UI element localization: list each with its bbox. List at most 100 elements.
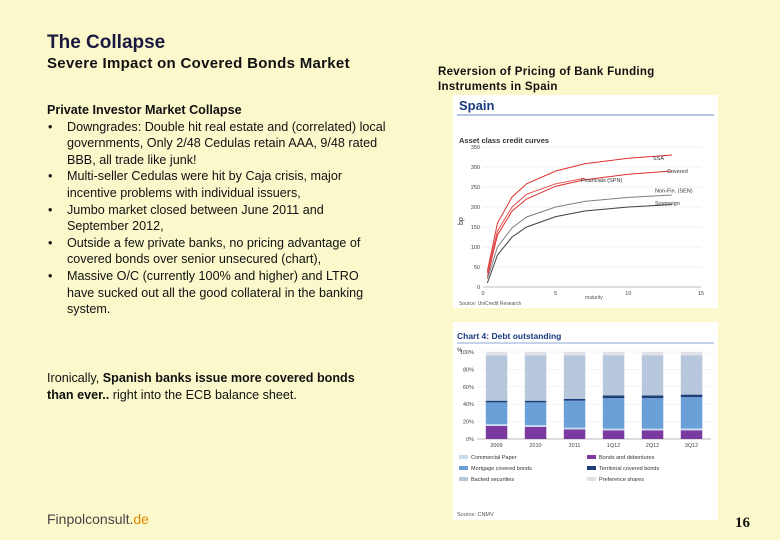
chart2-bar-segment	[563, 352, 586, 356]
debt-outstanding-chart: Chart 4: Debt outstanding % Source: CNMV…	[453, 322, 718, 520]
bullet-list: Downgrades: Double hit real estate and (…	[47, 119, 387, 318]
chart1-y-tick: 200	[471, 205, 480, 211]
chart2-bar-segment	[485, 400, 508, 403]
page-number: 16	[735, 515, 750, 531]
chart1-x-tick: 15	[698, 291, 704, 297]
chart2-x-tick: 2Q12	[646, 443, 659, 449]
chart2-bar-segment	[524, 355, 547, 401]
chart2-legend-swatch	[459, 455, 468, 459]
chart1-series-label: SSA	[653, 156, 664, 162]
chart2-x-tick: 1Q12	[607, 443, 620, 449]
chart2-bar-segment	[680, 430, 703, 439]
chart1-title: Asset class credit curves	[459, 136, 549, 145]
chart2-bar-segment	[680, 355, 703, 395]
chart1-y-tick: 0	[477, 285, 480, 291]
conclusion-text: Ironically, Spanish banks issue more cov…	[47, 370, 367, 403]
chart2-y-tick: 100%	[460, 350, 474, 356]
chart2-bar-segment	[602, 428, 625, 431]
chart1-ylabel: bp	[458, 217, 465, 225]
brand-name: Finpolconsult.	[47, 511, 134, 527]
chart2-bar-segment	[485, 355, 508, 401]
chart2-legend-swatch	[587, 477, 596, 481]
footer-brand: Finpolconsult.de	[47, 511, 149, 527]
chart2-legend-swatch	[587, 455, 596, 459]
chart2-x-tick: 2011	[569, 443, 581, 449]
chart1-y-tick: 150	[471, 225, 480, 231]
chart2-legend-label: Mortgage covered bonds	[471, 466, 532, 472]
chart2-bar-segment	[485, 426, 508, 439]
slide-subtitle: Severe Impact on Covered Bonds Market	[47, 55, 350, 72]
chart1-series-label: Covered	[667, 169, 688, 175]
chart2-bar-segment	[602, 398, 625, 429]
chart2-bar-segment	[524, 402, 547, 426]
chart2-bar-segment	[602, 430, 625, 439]
chart2-bar-segment	[641, 355, 664, 396]
bullet-item: Outside a few private banks, no pricing …	[47, 235, 387, 268]
chart2-y-tick: 0%	[466, 437, 474, 443]
chart2-bar-segment	[602, 395, 625, 399]
chart2-bar-segment	[641, 428, 664, 431]
chart2-bar-segment	[524, 352, 547, 356]
chart1-y-tick: 250	[471, 185, 480, 191]
chart2-ylabel: %	[457, 348, 463, 354]
chart1-x-tick: 5	[554, 291, 557, 297]
chart2-y-tick: 80%	[463, 367, 474, 373]
slide-title: The Collapse	[47, 32, 166, 53]
chart1-series-line	[486, 154, 672, 272]
chart2-bar-segment	[563, 355, 586, 399]
bullet-item: Multi-seller Cedulas were hit by Caja cr…	[47, 168, 387, 201]
chart2-bar-segment	[680, 428, 703, 431]
bullet-item: Jumbo market closed between June 2011 an…	[47, 202, 387, 235]
chart2-x-tick: 2010	[529, 443, 541, 449]
chart2-bar-segment	[602, 352, 625, 356]
chart2-bar-segment	[641, 352, 664, 356]
chart2-legend-swatch	[587, 466, 596, 470]
chart1-series-line	[486, 204, 672, 284]
bullet-item: Massive O/C (currently 100% and higher) …	[47, 268, 387, 318]
chart2-legend-label: Bonds and debentures	[599, 455, 655, 461]
chart2-bar-segment	[680, 394, 703, 398]
chart1-y-tick: 300	[471, 165, 480, 171]
chart1-y-tick: 50	[474, 265, 480, 271]
brand-tld: de	[133, 511, 149, 527]
chart2-bar-segment	[641, 398, 664, 429]
chart1-x-tick: 0	[481, 291, 484, 297]
chart2-bar-segment	[680, 397, 703, 429]
chart2-bar-segment	[563, 429, 586, 439]
conclusion-suffix: right into the ECB balance sheet.	[109, 387, 297, 402]
chart2-bar-segment	[485, 424, 508, 426]
chart1-series-line	[486, 177, 585, 274]
chart1-series-label: Sovereign	[655, 201, 680, 207]
chart2-bar-segment	[485, 402, 508, 425]
chart2-y-tick: 40%	[463, 402, 474, 408]
chart2-x-tick: 3Q12	[685, 443, 698, 449]
chart2-bar-segment	[563, 400, 586, 428]
chart1-source: Source: UniCredit Research	[459, 301, 521, 307]
chart2-legend-label: Commercial Paper	[471, 455, 517, 461]
chart2-bar-segment	[641, 395, 664, 399]
chart2-title: Chart 4: Debt outstanding	[457, 331, 561, 341]
chart2-legend-swatch	[459, 477, 468, 481]
conclusion-prefix: Ironically,	[47, 371, 103, 385]
credit-curves-chart: Spain Asset class credit curves bp matur…	[453, 95, 718, 308]
chart1-y-tick: 100	[471, 245, 480, 251]
chart2-bar-segment	[524, 400, 547, 403]
chart2-bar-segment	[680, 352, 703, 356]
chart1-series-line	[486, 194, 672, 280]
chart1-series-line	[486, 170, 672, 278]
chart1-y-tick: 350	[471, 145, 480, 151]
chart2-bar-segment	[641, 430, 664, 439]
chart2-bar-segment	[485, 352, 508, 356]
chart2-legend-label: Preference shares	[599, 477, 644, 483]
chart2-x-tick: 2009	[490, 443, 502, 449]
chart1-series-label: Non-Fin. (SEN)	[655, 189, 693, 195]
chart2-y-tick: 60%	[463, 385, 474, 391]
chart2-bar-segment	[563, 399, 586, 401]
chart1-x-tick: 10	[625, 291, 631, 297]
lead-heading: Private Investor Market Collapse	[47, 103, 242, 117]
chart1-header: Spain	[459, 98, 494, 113]
chart2-bar-segment	[563, 427, 586, 430]
chart2-bar-segment	[524, 426, 547, 439]
bullet-item: Downgrades: Double hit real estate and (…	[47, 119, 387, 169]
chart2-source: Source: CNMV	[457, 512, 494, 518]
